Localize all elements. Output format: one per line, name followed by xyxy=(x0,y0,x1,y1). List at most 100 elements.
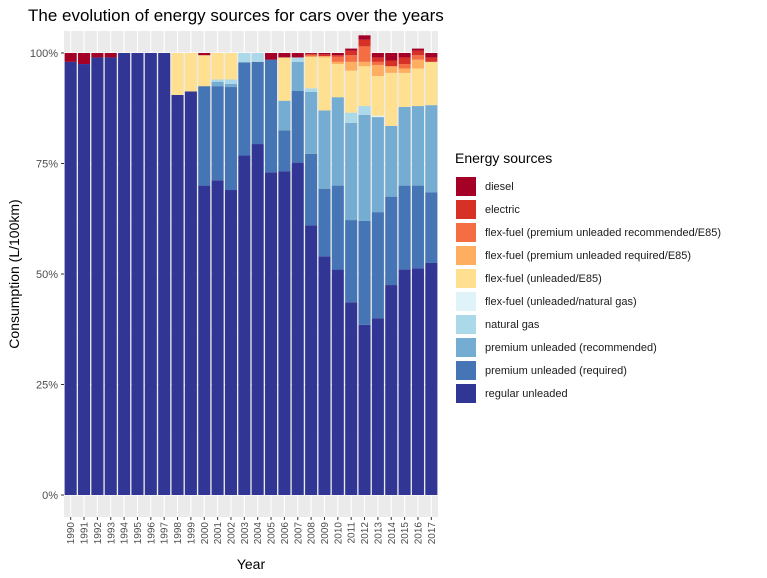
legend-key-swatch xyxy=(455,176,477,197)
bar-segment-electric-2009 xyxy=(318,54,331,57)
bar-segment-regular-unleaded-2008 xyxy=(305,225,318,495)
legend-item: electric xyxy=(455,198,721,221)
x-axis-title: Year xyxy=(237,556,266,572)
y-tick-label: 75% xyxy=(36,159,58,171)
bar-segment-flex-fuel-unleaded-e85--2011 xyxy=(345,70,358,113)
bar-segment-natural-gas-2008 xyxy=(305,88,318,92)
bar-segment-diesel-2015 xyxy=(398,53,411,58)
bar-segment-premium-unleaded-recommended--2010 xyxy=(331,97,344,186)
legend: Energy sources diesel electric flex-fuel (… xyxy=(455,150,721,405)
bar-segment-electric-2015 xyxy=(398,57,411,65)
bar-segment-natural-gas-2007 xyxy=(291,57,304,62)
bar-segment-flex-fuel-premium-unleaded-required-e85--2016 xyxy=(411,59,424,69)
bar-segment-electric-2017 xyxy=(425,57,438,62)
bar-segment-flex-fuel-unleaded-e85--2017 xyxy=(425,61,438,106)
bar-segment-premium-unleaded-required--2012 xyxy=(358,220,371,325)
bar-segment-premium-unleaded-required--2017 xyxy=(425,192,438,263)
bar-segment-regular-unleaded-2015 xyxy=(398,269,411,495)
legend-label: electric xyxy=(485,203,520,216)
bar-segment-diesel-2010 xyxy=(331,53,344,56)
bar-segment-flex-fuel-premium-unleaded-recommended-e85--2010 xyxy=(331,56,344,62)
bar-segment-regular-unleaded-1998 xyxy=(171,94,184,496)
x-tick-label-1992: 1992 xyxy=(93,522,104,545)
chart-title: The evolution of energy sources for cars… xyxy=(28,6,444,25)
bar-segment-flex-fuel-unleaded-e85--2002 xyxy=(224,53,237,80)
bar-segment-regular-unleaded-2010 xyxy=(331,269,344,495)
bar-segment-diesel-2007 xyxy=(291,53,304,58)
bar-segment-flex-fuel-premium-unleaded-required-e85--2013 xyxy=(371,64,384,76)
x-tick-label-1993: 1993 xyxy=(106,522,117,545)
bar-segment-premium-unleaded-required--2000 xyxy=(198,86,211,186)
bar-segment-diesel-2009 xyxy=(318,53,331,55)
bar-segment-premium-unleaded-recommended--2016 xyxy=(411,106,424,186)
bar-segment-premium-unleaded-required--2008 xyxy=(305,153,318,226)
legend-items: diesel electric flex-fuel (premium unleade… xyxy=(455,175,721,405)
bar-segment-diesel-2000 xyxy=(198,53,211,56)
bar-segment-regular-unleaded-2013 xyxy=(371,318,384,495)
x-tick-label-2011: 2011 xyxy=(347,522,358,544)
bar-segment-premium-unleaded-recommended--2001 xyxy=(211,81,224,87)
bar-segment-premium-unleaded-required--2002 xyxy=(224,87,237,191)
bar-segment-premium-unleaded-required--2001 xyxy=(211,86,224,181)
legend-label: flex-fuel (premium unleaded required/E85… xyxy=(485,249,692,262)
bar-segment-electric-2016 xyxy=(411,50,424,56)
y-tick-label: 100% xyxy=(30,48,58,60)
x-tick-label-2000: 2000 xyxy=(200,522,211,545)
legend-label: premium unleaded (required) xyxy=(485,364,627,377)
bar-segment-regular-unleaded-2001 xyxy=(211,180,224,495)
bar-segment-flex-fuel-premium-unleaded-required-e85--2009 xyxy=(318,56,331,58)
bar-segment-regular-unleaded-1990 xyxy=(64,61,77,496)
legend-item: flex-fuel (unleaded/natural gas) xyxy=(455,290,721,313)
bar-segment-regular-unleaded-1993 xyxy=(104,57,117,496)
bar-segment-premium-unleaded-required--2016 xyxy=(411,185,424,269)
bar-segment-premium-unleaded-required--2005 xyxy=(265,59,278,173)
bar-segment-premium-unleaded-required--2007 xyxy=(291,91,304,163)
x-tick-label-2004: 2004 xyxy=(253,522,264,545)
bar-segment-premium-unleaded-required--2014 xyxy=(385,196,398,286)
bar-segment-natural-gas-2011 xyxy=(345,112,358,123)
bar-segment-diesel-2011 xyxy=(345,48,358,51)
bar-segment-flex-fuel-premium-unleaded-recommended-e85--2013 xyxy=(371,61,384,65)
legend-label: premium unleaded (recommended) xyxy=(485,341,657,354)
bar-segment-flex-fuel-premium-unleaded-required-e85--2012 xyxy=(358,61,371,67)
bar-segment-flex-fuel-unleaded-e85--1999 xyxy=(184,53,197,92)
bar-segment-flex-fuel-unleaded-e85--2006 xyxy=(278,57,291,101)
bar-segment-regular-unleaded-2007 xyxy=(291,162,304,495)
bar-segment-electric-2008 xyxy=(305,53,318,55)
x-tick-label-2014: 2014 xyxy=(387,522,398,545)
bar-segment-premium-unleaded-required--2009 xyxy=(318,188,331,257)
bar-segment-diesel-1992 xyxy=(91,53,104,58)
bar-segment-premium-unleaded-recommended--2011 xyxy=(345,122,358,221)
bar-segment-natural-gas-2012 xyxy=(358,106,371,115)
x-tick-label-2005: 2005 xyxy=(267,522,278,545)
y-tick-label: 0% xyxy=(42,490,58,502)
bar-segment-diesel-2005 xyxy=(265,53,278,60)
bar-segment-natural-gas-2003 xyxy=(238,53,251,63)
legend-label: flex-fuel (premium unleaded recommended/… xyxy=(485,226,722,239)
bar-segment-regular-unleaded-2004 xyxy=(251,144,264,495)
bar-segment-premium-unleaded-required--2011 xyxy=(345,220,358,303)
bar-segment-diesel-1993 xyxy=(104,53,117,58)
bar-segment-regular-unleaded-2009 xyxy=(318,256,331,495)
x-tick-label-2016: 2016 xyxy=(413,522,424,545)
bar-segment-flex-fuel-unleaded-e85--2015 xyxy=(398,72,411,107)
bar-segment-flex-fuel-unleaded-e85--2016 xyxy=(411,68,424,107)
legend-key-swatch xyxy=(455,314,477,335)
legend-item: flex-fuel (unleaded/E85) xyxy=(455,267,721,290)
bar-segment-electric-2010 xyxy=(331,55,344,57)
bar-segment-regular-unleaded-2017 xyxy=(425,262,438,495)
x-tick-label-2010: 2010 xyxy=(333,522,344,545)
x-tick-label-1991: 1991 xyxy=(80,522,91,545)
bar-segment-premium-unleaded-recommended--2014 xyxy=(385,125,398,197)
bar-segment-flex-fuel-unleaded-e85--2010 xyxy=(331,64,344,98)
x-tick-label-1995: 1995 xyxy=(133,522,144,545)
bar-segment-regular-unleaded-2003 xyxy=(238,155,251,495)
legend-label: flex-fuel (unleaded/E85) xyxy=(485,272,602,285)
legend-title: Energy sources xyxy=(455,150,553,166)
bar-segment-flex-fuel-premium-unleaded-required-e85--2011 xyxy=(345,61,358,71)
bar-segment-premium-unleaded-recommended--2006 xyxy=(278,100,291,131)
bar-segment-regular-unleaded-1992 xyxy=(91,57,104,496)
bar-segment-flex-fuel-unleaded-e85--2001 xyxy=(211,53,224,80)
legend-key-swatch xyxy=(455,291,477,312)
legend-key-swatch xyxy=(455,360,477,381)
